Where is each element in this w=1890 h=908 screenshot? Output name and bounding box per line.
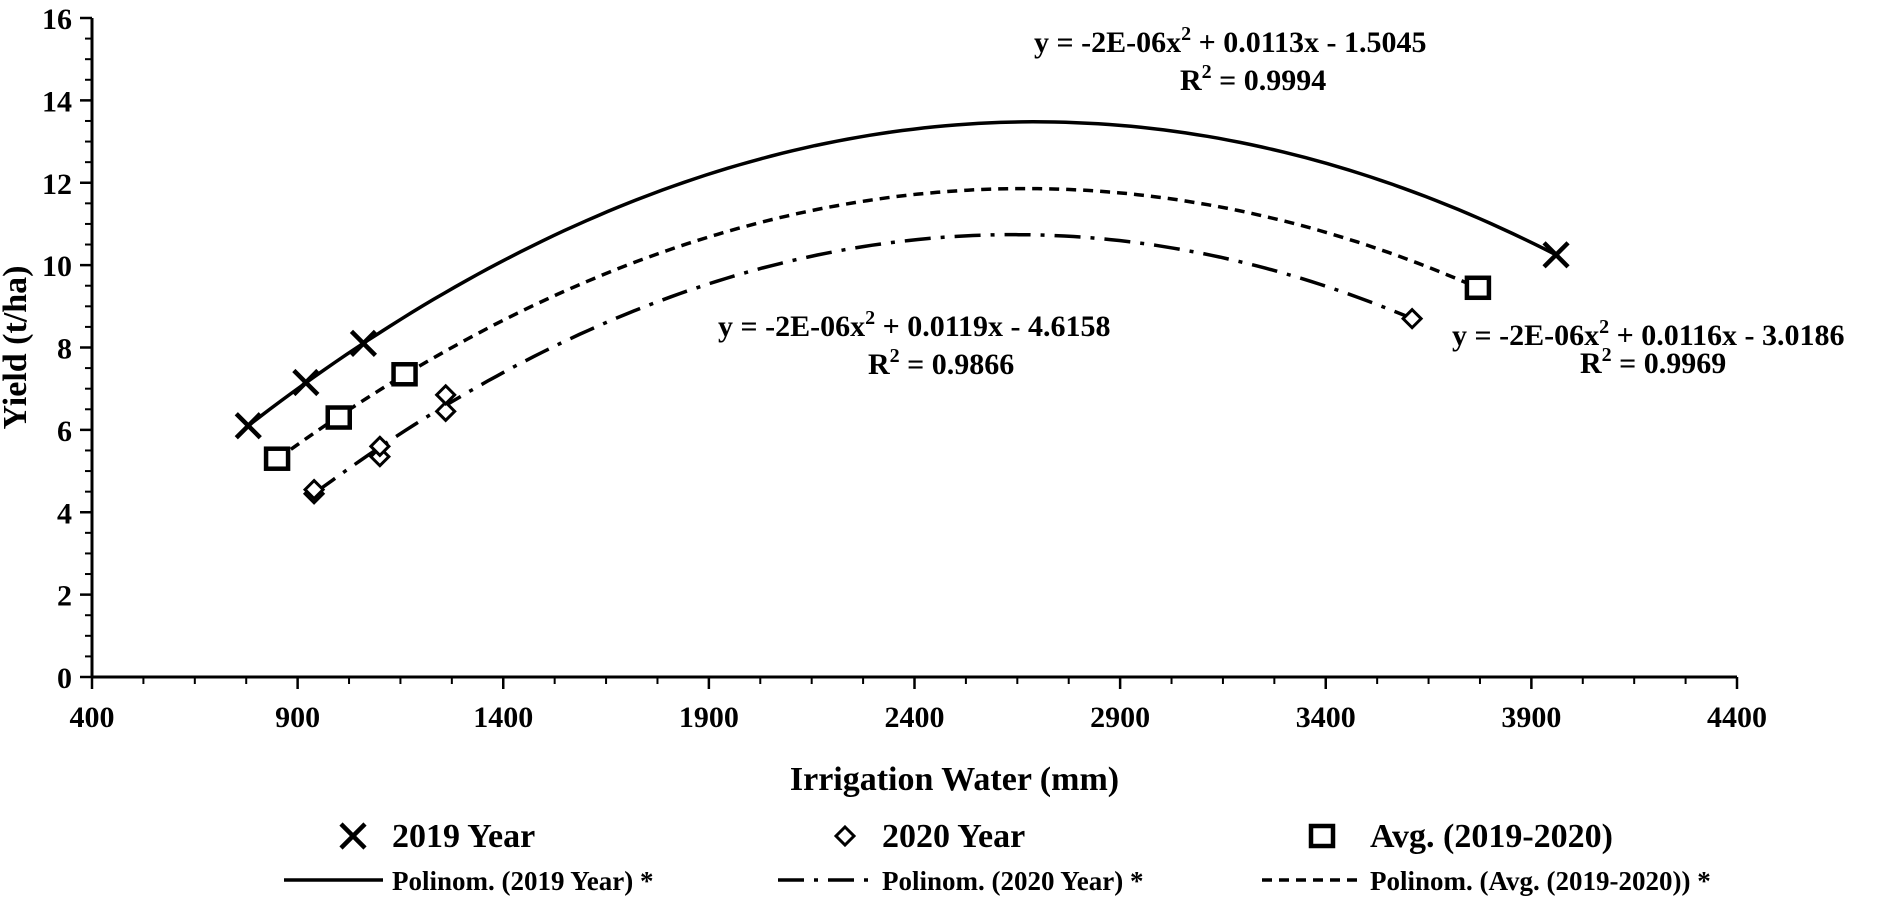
data-point-x bbox=[234, 412, 262, 440]
y-tick-label: 6 bbox=[57, 415, 72, 448]
data-point-x bbox=[349, 329, 378, 357]
y-tick-label: 4 bbox=[57, 497, 72, 530]
trendline-solid bbox=[247, 120, 1557, 427]
legend: 2019 Year 2020 Year Avg. (2019-2020) Polino… bbox=[284, 818, 1711, 896]
y-tick-label: 16 bbox=[42, 3, 72, 36]
x-tick-label: 3900 bbox=[1501, 701, 1561, 734]
legend-label: Polinom. (2019 Year) * bbox=[392, 866, 653, 896]
legend-marker-square bbox=[1308, 823, 1336, 849]
data-point-diamond bbox=[434, 400, 457, 423]
legend-entry-marker: 2020 Year bbox=[833, 818, 1025, 855]
data-point-diamond bbox=[302, 478, 326, 501]
y-tick-label: 10 bbox=[42, 250, 72, 283]
data-point-x bbox=[292, 368, 320, 397]
legend-entry-marker: Avg. (2019-2020) bbox=[1308, 818, 1613, 855]
y-tick-label: 8 bbox=[57, 333, 72, 366]
data-point-square bbox=[263, 446, 291, 471]
axes: 400 900 1400 1900 2400 2900 3400 3900 4400 0 2 4 6 8 1… bbox=[0, 3, 1767, 798]
legend-marker-x bbox=[339, 822, 367, 850]
data-point-diamond bbox=[434, 383, 457, 406]
r-squared-label: R2 = 0.9866 bbox=[868, 345, 1014, 381]
legend-label: 2019 Year bbox=[392, 818, 535, 855]
data-point-square bbox=[325, 405, 352, 430]
y-tick-label: 0 bbox=[57, 662, 72, 695]
x-tick-label: 900 bbox=[275, 701, 320, 734]
y-axis-title: Yield (t/ha) bbox=[0, 265, 34, 429]
x-tick-label: 3400 bbox=[1296, 701, 1356, 734]
legend-entry-line: Polinom. (Avg. (2019-2020)) * bbox=[1262, 866, 1711, 896]
y-tick-label: 14 bbox=[42, 85, 72, 118]
data-point-square bbox=[391, 362, 418, 387]
legend-label: Polinom. (Avg. (2019-2020)) * bbox=[1370, 866, 1711, 896]
data-point-diamond bbox=[368, 435, 391, 458]
x-tick-label: 2400 bbox=[885, 701, 945, 734]
equation-label: y = -2E-06x2 + 0.0119x - 4.6158 bbox=[718, 307, 1111, 343]
x-tick-label: 2900 bbox=[1090, 701, 1150, 734]
x-axis-title: Irrigation Water (mm) bbox=[790, 761, 1119, 798]
data-point-diamond bbox=[1400, 307, 1424, 330]
y-tick-label: 2 bbox=[57, 580, 72, 613]
equation-label: y = -2E-06x2 + 0.0113x - 1.5045 bbox=[1034, 23, 1427, 59]
legend-label: Polinom. (2020 Year) * bbox=[882, 866, 1143, 896]
r-squared-label: R2 = 0.9994 bbox=[1180, 61, 1326, 97]
legend-entry-line: Polinom. (2019 Year) * bbox=[284, 866, 653, 896]
legend-marker-diamond bbox=[833, 824, 857, 848]
data-point-square bbox=[1464, 275, 1492, 301]
r-squared-label: R2 = 0.9969 bbox=[1580, 344, 1726, 380]
x-tick-label: 400 bbox=[70, 701, 115, 734]
x-tick-label: 1900 bbox=[679, 701, 739, 734]
x-tick-label: 1400 bbox=[473, 701, 533, 734]
equation-label: y = -2E-06x2 + 0.0116x - 3.0186 bbox=[1452, 316, 1845, 352]
x-tick-label: 4400 bbox=[1707, 701, 1767, 734]
data-points bbox=[234, 241, 1570, 505]
trendlines bbox=[247, 120, 1557, 496]
trendline-dashdot bbox=[313, 232, 1413, 496]
data-point-x bbox=[1542, 241, 1570, 269]
y-tick-label: 12 bbox=[42, 168, 72, 201]
legend-label: 2020 Year bbox=[882, 818, 1025, 855]
legend-label: Avg. (2019-2020) bbox=[1370, 818, 1613, 855]
legend-entry-marker: 2019 Year bbox=[339, 818, 535, 855]
legend-entry-line: Polinom. (2020 Year) * bbox=[778, 866, 1143, 896]
